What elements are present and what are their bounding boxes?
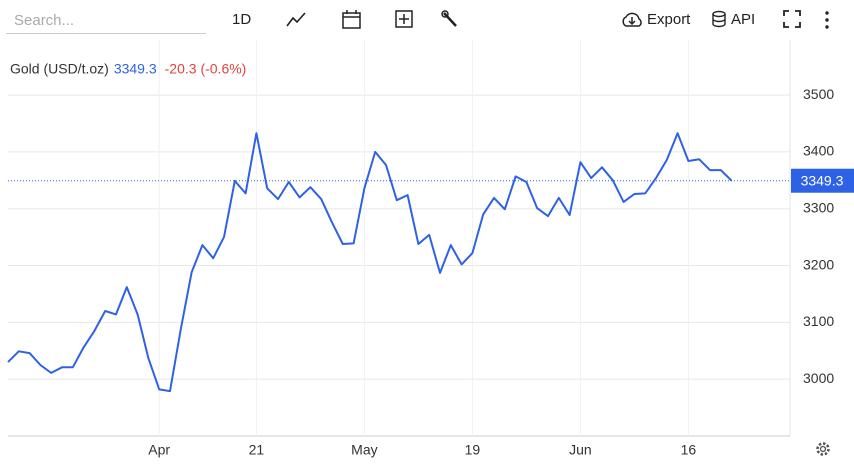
y-tick-label: 3100 — [803, 313, 834, 329]
y-tick-label: 3000 — [803, 370, 834, 386]
x-tick-label: Apr — [148, 442, 170, 458]
x-tick-label: 21 — [249, 442, 265, 458]
export-icon[interactable] — [620, 9, 644, 31]
chart-type-icon[interactable] — [285, 9, 307, 31]
tools-icon[interactable] — [440, 9, 462, 31]
toolbar: Search... 1D Export API — [0, 0, 854, 40]
export-button[interactable]: Export — [647, 11, 691, 28]
add-icon[interactable] — [394, 9, 416, 31]
x-tick-label: Jun — [569, 442, 592, 458]
last-value-label: 3349.3 — [801, 172, 844, 188]
last-value-tag — [791, 168, 854, 193]
fullscreen-icon[interactable] — [782, 9, 802, 31]
api-icon[interactable] — [711, 9, 729, 31]
change: -20.3 (-0.6%) — [165, 61, 247, 77]
search-box[interactable]: Search... — [6, 8, 206, 34]
x-tick-label: 19 — [465, 442, 481, 458]
y-tick-label: 3300 — [803, 199, 834, 215]
price-line — [7, 132, 733, 393]
settings-icon[interactable] — [816, 442, 830, 456]
menu-icon[interactable] — [822, 9, 832, 31]
y-tick-label: 3400 — [803, 143, 834, 159]
calendar-icon[interactable] — [341, 9, 363, 31]
api-button[interactable]: API — [731, 11, 756, 28]
x-tick-label: May — [351, 442, 377, 458]
y-tick-label: 3200 — [803, 256, 834, 272]
last-value: 3349.3 — [114, 61, 157, 77]
x-tick-label: 16 — [681, 442, 697, 458]
y-tick-label: 3500 — [803, 86, 834, 102]
interval-button[interactable]: 1D — [232, 11, 252, 28]
chart-title: Gold (USD/t.oz) — [10, 61, 109, 77]
